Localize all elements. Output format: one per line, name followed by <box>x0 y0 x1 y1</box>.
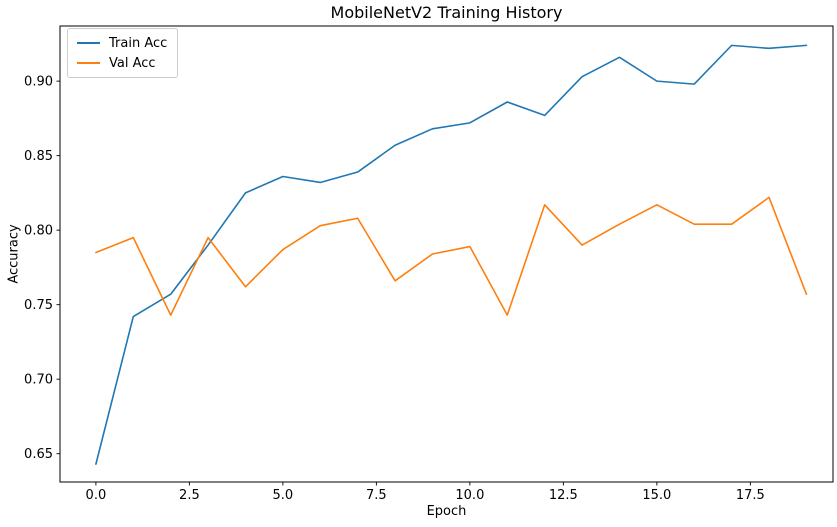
legend: Train Acc Val Acc <box>67 28 179 78</box>
x-tick-label: 7.5 <box>366 488 387 503</box>
plot-spines <box>59 25 834 483</box>
y-tick-label: 0.65 <box>24 447 53 462</box>
y-tick-label: 0.80 <box>24 224 53 239</box>
y-tick-label: 0.85 <box>24 149 53 164</box>
val-acc-line-swatch <box>77 62 100 64</box>
legend-label-train-acc: Train Acc <box>109 35 168 51</box>
x-tick-label: 17.5 <box>736 488 765 503</box>
y-tick-label: 0.90 <box>24 75 53 90</box>
legend-item-val-acc: Val Acc <box>77 53 167 73</box>
y-tick-label: 0.75 <box>24 298 53 313</box>
series-line-val-acc <box>95 196 808 316</box>
legend-label-val-acc: Val Acc <box>109 55 156 71</box>
x-tick-label: 0.0 <box>86 488 107 503</box>
x-tick-label: 5.0 <box>273 488 294 503</box>
y-tick-label: 0.70 <box>24 373 53 388</box>
x-axis-label: Epoch <box>426 504 467 519</box>
x-tick-label: 15.0 <box>642 488 671 503</box>
chart-title: MobileNetV2 Training History <box>330 3 563 22</box>
x-tick-label: 10.0 <box>455 488 484 503</box>
x-tick-label: 2.5 <box>179 488 200 503</box>
train-acc-line-swatch <box>77 42 100 44</box>
x-tick-label: 12.5 <box>549 488 578 503</box>
y-axis-label: Accuracy <box>6 224 22 284</box>
series-line-train-acc <box>95 44 808 465</box>
legend-item-train-acc: Train Acc <box>77 33 167 53</box>
